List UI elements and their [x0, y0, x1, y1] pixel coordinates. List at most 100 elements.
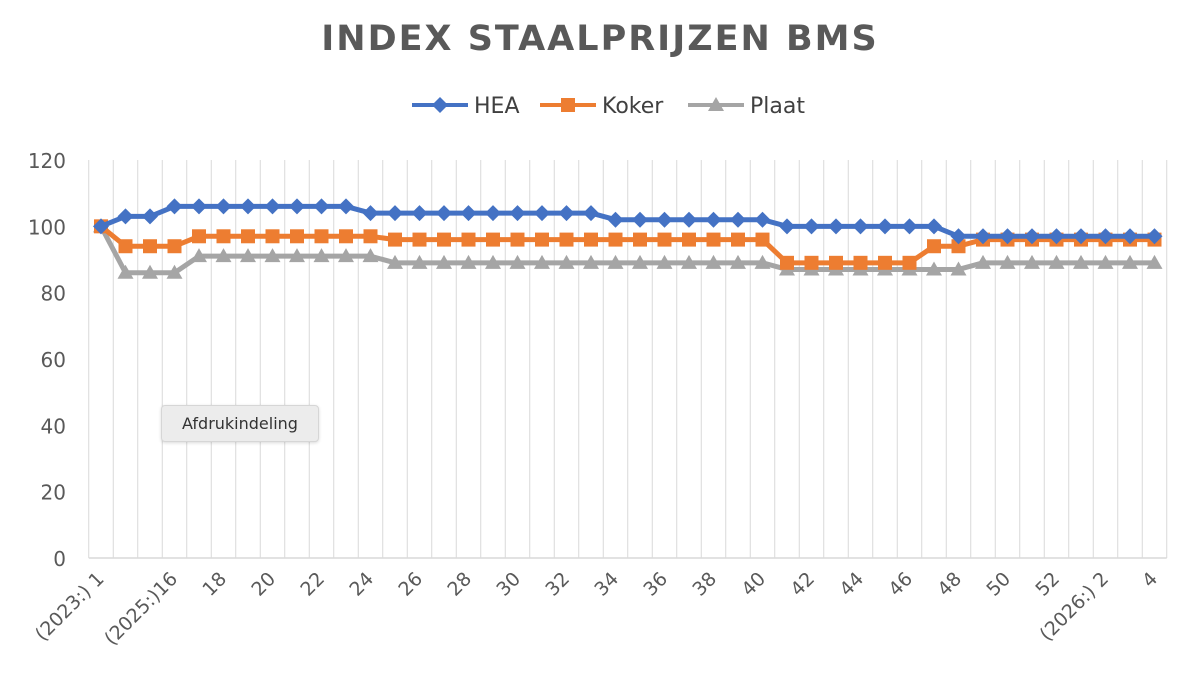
- data-point-plaat: [313, 248, 330, 263]
- legend-marker-plaat: [708, 97, 724, 111]
- x-tick-label: 18: [198, 568, 231, 601]
- data-point-plaat: [509, 254, 526, 269]
- data-point-plaat: [632, 254, 648, 269]
- data-point-hea: [313, 198, 330, 215]
- data-point-plaat: [656, 254, 673, 269]
- x-tick-label: (2023:) 1: [31, 568, 109, 646]
- data-point-hea: [1024, 228, 1040, 245]
- data-point-hea: [950, 228, 967, 245]
- data-point-plaat: [460, 254, 477, 269]
- data-point-koker: [437, 232, 451, 247]
- x-tick-label: 38: [688, 568, 721, 601]
- x-tick-label: 50: [982, 568, 1015, 601]
- x-tick-label: 20: [247, 568, 280, 601]
- data-point-hea: [1122, 228, 1138, 245]
- data-point-plaat: [166, 264, 183, 279]
- x-tick-label: 34: [590, 568, 623, 601]
- data-point-koker: [192, 229, 206, 244]
- data-point-koker: [804, 255, 819, 270]
- legend-label-koker: Koker: [602, 94, 664, 119]
- y-tick-label: 40: [41, 414, 66, 438]
- data-point-koker: [290, 229, 304, 244]
- data-point-koker: [608, 232, 623, 247]
- legend: HEA Koker Plaat: [412, 94, 805, 119]
- y-axis: 0 20 40 60 80 100 120: [28, 149, 66, 571]
- data-point-plaat: [999, 254, 1016, 269]
- data-point-plaat: [730, 254, 746, 269]
- data-point-koker: [510, 232, 525, 247]
- data-point-koker: [584, 232, 598, 247]
- data-point-koker: [853, 255, 868, 270]
- data-point-koker: [265, 229, 280, 244]
- data-point-plaat: [1073, 254, 1089, 269]
- data-point-hea: [264, 198, 281, 215]
- data-point-hea: [166, 198, 183, 215]
- data-point-koker: [633, 232, 647, 247]
- x-tick-label: (2025:)16: [100, 568, 182, 650]
- data-point-hea: [534, 205, 550, 222]
- data-point-koker: [388, 232, 402, 247]
- data-point-hea: [289, 198, 305, 215]
- y-tick-label: 120: [28, 149, 66, 173]
- data-point-plaat: [117, 264, 134, 279]
- y-tick-label: 0: [53, 547, 66, 571]
- data-point-plaat: [950, 261, 967, 276]
- x-axis: (2023:) 1(2025:)16 18 20 22 24 26 28 30 32 34 36 38…: [31, 568, 1162, 650]
- chart-title: INDEX STAALPRIJZEN BMS: [321, 19, 878, 59]
- data-point-plaat: [485, 254, 501, 269]
- data-point-plaat: [1097, 254, 1114, 269]
- data-point-hea: [1097, 228, 1114, 245]
- x-tick-label: 46: [884, 568, 917, 601]
- x-tick-label: 30: [492, 568, 525, 601]
- legend-item-plaat: Plaat: [688, 94, 805, 119]
- data-point-hea: [338, 198, 354, 215]
- data-point-hea: [926, 218, 942, 235]
- data-point-plaat: [411, 254, 428, 269]
- data-point-plaat: [338, 248, 354, 263]
- data-point-koker: [657, 232, 672, 247]
- x-tick-label: 40: [737, 568, 770, 601]
- data-point-hea: [509, 205, 526, 222]
- data-point-hea: [362, 205, 379, 222]
- series-koker: [94, 219, 1162, 270]
- x-tick-label: 42: [786, 568, 819, 601]
- series-layer: [93, 198, 1163, 279]
- legend-marker-hea: [432, 97, 448, 113]
- data-point-koker: [682, 232, 696, 247]
- data-point-koker: [339, 229, 353, 244]
- x-tick-label: 26: [394, 568, 427, 601]
- data-point-koker: [412, 232, 427, 247]
- data-point-hea: [93, 218, 109, 235]
- data-point-koker: [927, 239, 941, 254]
- data-point-hea: [1146, 228, 1163, 245]
- data-point-koker: [143, 239, 157, 254]
- data-point-plaat: [264, 248, 281, 263]
- data-point-hea: [215, 198, 232, 215]
- series-hea: [93, 198, 1163, 245]
- data-point-hea: [387, 205, 403, 222]
- data-point-hea: [901, 218, 918, 235]
- data-point-plaat: [681, 254, 697, 269]
- data-point-koker: [829, 255, 843, 270]
- data-point-koker: [780, 255, 794, 270]
- data-point-koker: [559, 232, 574, 247]
- data-point-koker: [902, 255, 917, 270]
- data-point-koker: [535, 232, 549, 247]
- data-point-plaat: [436, 254, 452, 269]
- data-point-plaat: [926, 261, 942, 276]
- data-point-hea: [779, 218, 795, 235]
- data-point-hea: [877, 218, 893, 235]
- x-tick-label: 22: [296, 568, 329, 601]
- x-tick-label: 24: [345, 568, 378, 601]
- data-point-plaat: [705, 254, 722, 269]
- data-point-hea: [730, 211, 746, 228]
- data-point-koker: [878, 255, 892, 270]
- data-point-koker: [314, 229, 329, 244]
- data-point-plaat: [1146, 254, 1163, 269]
- x-tick-label: 52: [1031, 568, 1064, 601]
- data-point-hea: [411, 205, 428, 222]
- data-point-plaat: [1024, 254, 1040, 269]
- legend-item-hea: HEA: [412, 94, 520, 119]
- y-tick-label: 60: [41, 348, 66, 372]
